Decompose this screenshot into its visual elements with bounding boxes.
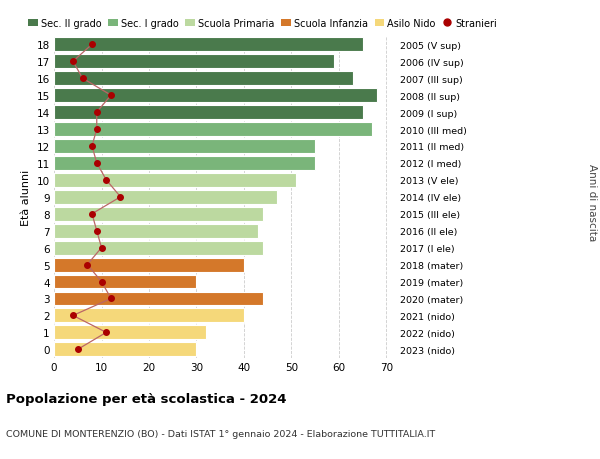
Bar <box>54 55 334 69</box>
Bar <box>54 342 196 357</box>
Bar <box>54 72 353 86</box>
Bar <box>54 140 315 154</box>
Bar <box>54 275 196 289</box>
Y-axis label: Età alunni: Età alunni <box>21 169 31 225</box>
Text: COMUNE DI MONTERENZIO (BO) - Dati ISTAT 1° gennaio 2024 - Elaborazione TUTTITALI: COMUNE DI MONTERENZIO (BO) - Dati ISTAT … <box>6 429 435 438</box>
Bar <box>54 224 258 238</box>
Bar <box>54 326 206 340</box>
Bar <box>54 241 263 255</box>
Bar <box>54 106 363 120</box>
Bar <box>54 174 296 187</box>
Bar <box>54 292 263 306</box>
Text: Popolazione per età scolastica - 2024: Popolazione per età scolastica - 2024 <box>6 392 287 405</box>
Bar <box>54 207 263 221</box>
Bar <box>54 123 372 137</box>
Bar <box>54 89 377 103</box>
Legend: Sec. II grado, Sec. I grado, Scuola Primaria, Scuola Infanzia, Asilo Nido, Stran: Sec. II grado, Sec. I grado, Scuola Prim… <box>28 19 497 28</box>
Bar <box>54 157 315 170</box>
Text: Anni di nascita: Anni di nascita <box>587 163 597 241</box>
Bar <box>54 38 363 52</box>
Bar <box>54 190 277 204</box>
Bar <box>54 258 244 272</box>
Bar <box>54 309 244 323</box>
